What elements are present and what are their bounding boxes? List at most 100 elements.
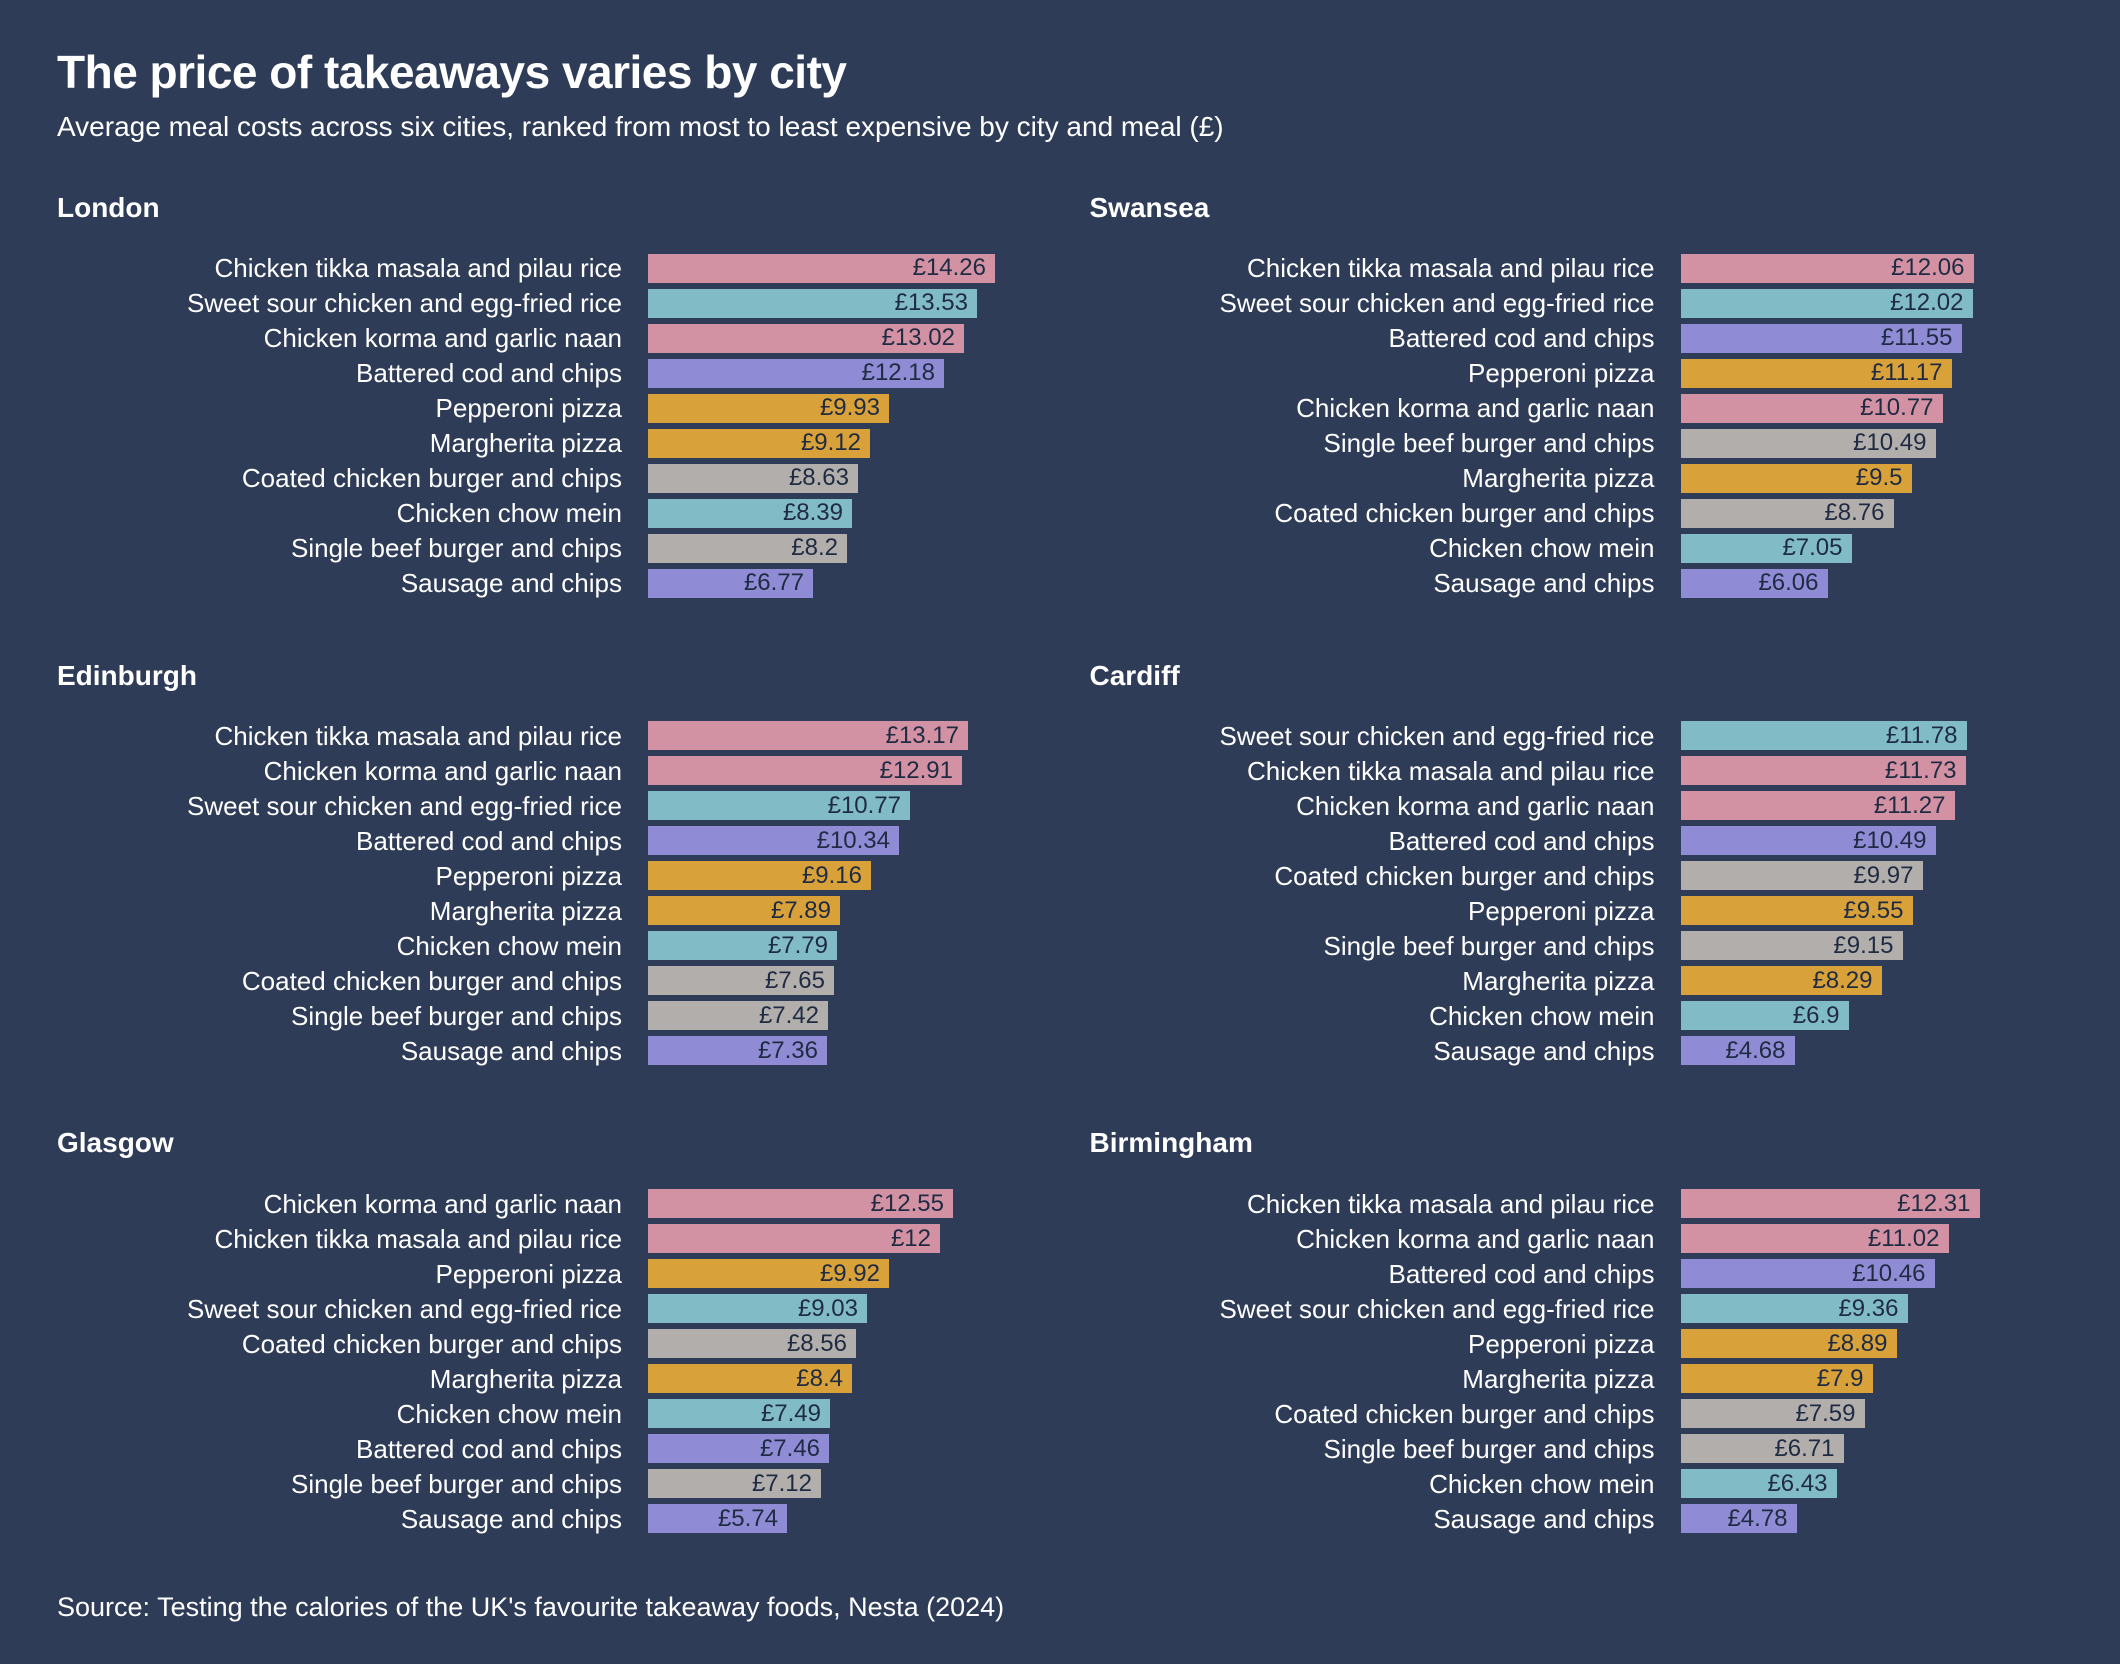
city-chart-birmingham: Birmingham Chicken tikka masala and pilau…: [1090, 1126, 2071, 1536]
meal-row: Margherita pizza £7.9: [1090, 1361, 2071, 1396]
meal-label: Chicken korma and garlic naan: [1296, 393, 1655, 424]
bar-area: £7.36: [648, 1036, 1038, 1066]
meal-row: Battered cod and chips £12.18: [57, 356, 1038, 391]
meal-bar: £4.78: [1680, 1504, 1797, 1534]
meal-bar: £9.55: [1680, 896, 1913, 926]
meal-bar: £14.26: [648, 253, 995, 283]
meal-row: Single beef burger and chips £10.49: [1090, 426, 2071, 461]
meal-row: Pepperoni pizza £11.17: [1090, 356, 2071, 391]
meal-row: Sweet sour chicken and egg-fried rice £10…: [57, 788, 1038, 823]
bar-area: £11.55: [1680, 323, 2071, 353]
meal-value: £8.4: [796, 1364, 843, 1392]
bar-area: £11.73: [1680, 756, 2071, 786]
city-heading: Edinburgh: [57, 659, 197, 691]
bar-area: £7.42: [648, 1001, 1038, 1031]
bar-area: £12.55: [648, 1189, 1038, 1219]
meal-label: Chicken tikka masala and pilau rice: [214, 253, 622, 284]
bar-area: £11.27: [1680, 791, 2071, 821]
meal-value: £7.36: [757, 1036, 818, 1064]
meal-bar: £7.05: [1680, 533, 1852, 563]
meal-value: £9.16: [801, 861, 862, 889]
meal-value: £8.2: [791, 534, 838, 562]
bar-area: £7.65: [648, 966, 1038, 996]
meal-row: Single beef burger and chips £7.12: [57, 1466, 1038, 1501]
meal-value: £6.43: [1767, 1469, 1828, 1497]
bar-area: £10.77: [648, 791, 1038, 821]
bar-area: £9.5: [1680, 463, 2071, 493]
meal-row: Margherita pizza £8.29: [1090, 963, 2071, 998]
meal-value: £13.53: [894, 289, 968, 317]
meal-value: £9.12: [800, 429, 861, 457]
meal-bar: £5.74: [648, 1504, 787, 1534]
meal-label: Battered cod and chips: [1388, 825, 1655, 856]
meal-value: £7.89: [770, 896, 831, 924]
meal-label: Sweet sour chicken and egg-fried rice: [186, 288, 622, 319]
meal-bar: £7.12: [648, 1469, 821, 1499]
meal-value: £14.26: [912, 254, 986, 282]
meal-value: £6.06: [1758, 569, 1819, 597]
bar-area: £9.16: [648, 861, 1038, 891]
meal-value: £10.49: [1853, 429, 1927, 457]
meal-value: £13.02: [881, 324, 955, 352]
meal-bar: £8.39: [648, 498, 852, 528]
meal-row: Margherita pizza £9.5: [1090, 461, 2071, 496]
meal-bar: £12.06: [1680, 253, 1974, 283]
meal-bar: £6.71: [1680, 1434, 1844, 1464]
meal-value: £8.56: [786, 1329, 847, 1357]
meal-bar: £6.9: [1680, 1001, 1849, 1031]
meal-value: £8.39: [782, 499, 843, 527]
bar-area: £9.97: [1680, 861, 2071, 891]
meal-row: Sweet sour chicken and egg-fried rice £9.…: [1090, 1291, 2071, 1326]
meal-label: Coated chicken burger and chips: [241, 463, 622, 494]
bar-area: £7.59: [1680, 1399, 2071, 1429]
meal-row: Single beef burger and chips £9.15: [1090, 928, 2071, 963]
meal-value: £11.78: [1885, 721, 1958, 749]
meal-label: Sausage and chips: [1433, 1503, 1655, 1534]
source-note: Source: Testing the calories of the UK's…: [57, 1592, 1005, 1623]
meal-row: Chicken korma and garlic naan £12.91: [57, 753, 1038, 788]
meal-value: £10.46: [1852, 1259, 1926, 1287]
meal-label: Sweet sour chicken and egg-fried rice: [186, 790, 622, 821]
bar-area: £7.89: [648, 896, 1038, 926]
meal-value: £8.29: [1812, 966, 1873, 994]
meal-row: Single beef burger and chips £6.71: [1090, 1431, 2071, 1466]
meal-row: Sausage and chips £4.68: [1090, 1033, 2071, 1068]
meal-row: Battered cod and chips £11.55: [1090, 321, 2071, 356]
meal-row: Coated chicken burger and chips £7.65: [57, 963, 1038, 998]
meal-value: £9.5: [1855, 464, 1903, 492]
meal-label: Sweet sour chicken and egg-fried rice: [186, 1293, 622, 1324]
meal-label: Battered cod and chips: [1388, 323, 1655, 354]
meal-bar: £7.65: [648, 966, 834, 996]
meal-bar: £7.59: [1680, 1399, 1865, 1429]
page-subtitle: Average meal costs across six cities, ra…: [57, 110, 1224, 142]
meal-label: Battered cod and chips: [1388, 1258, 1655, 1289]
meal-label: Pepperoni pizza: [435, 1258, 622, 1289]
meal-bar: £8.76: [1680, 498, 1894, 528]
city-heading: Glasgow: [57, 1127, 174, 1159]
meal-row: Chicken chow mein £7.05: [1090, 531, 2071, 566]
meal-label: Single beef burger and chips: [1323, 428, 1655, 459]
bar-area: £9.55: [1680, 896, 2071, 926]
meal-bar: £10.77: [1680, 393, 1943, 423]
meal-label: Coated chicken burger and chips: [1274, 860, 1655, 891]
meal-label: Chicken korma and garlic naan: [1296, 790, 1655, 821]
meal-label: Margherita pizza: [1462, 463, 1655, 494]
meal-row: Margherita pizza £8.4: [57, 1361, 1038, 1396]
meal-row: Chicken chow mein £6.9: [1090, 998, 2071, 1033]
meal-label: Chicken korma and garlic naan: [263, 1188, 622, 1219]
bar-area: £7.49: [648, 1399, 1038, 1429]
meal-bar: £11.55: [1680, 323, 1962, 353]
meal-bar: £6.77: [648, 568, 813, 598]
meal-row: Sweet sour chicken and egg-fried rice £9.…: [57, 1291, 1038, 1326]
meal-value: £9.93: [819, 394, 880, 422]
meal-label: Chicken korma and garlic naan: [263, 755, 622, 786]
bar-area: £7.05: [1680, 533, 2071, 563]
meal-bar: £11.78: [1680, 721, 1967, 751]
bar-area: £7.12: [648, 1469, 1038, 1499]
meal-row: Chicken korma and garlic naan £13.02: [57, 321, 1038, 356]
meal-label: Battered cod and chips: [356, 825, 622, 856]
meal-value: £12.31: [1897, 1189, 1971, 1217]
meal-bar: £12.02: [1680, 288, 1973, 318]
meal-bar: £12.91: [648, 756, 962, 786]
